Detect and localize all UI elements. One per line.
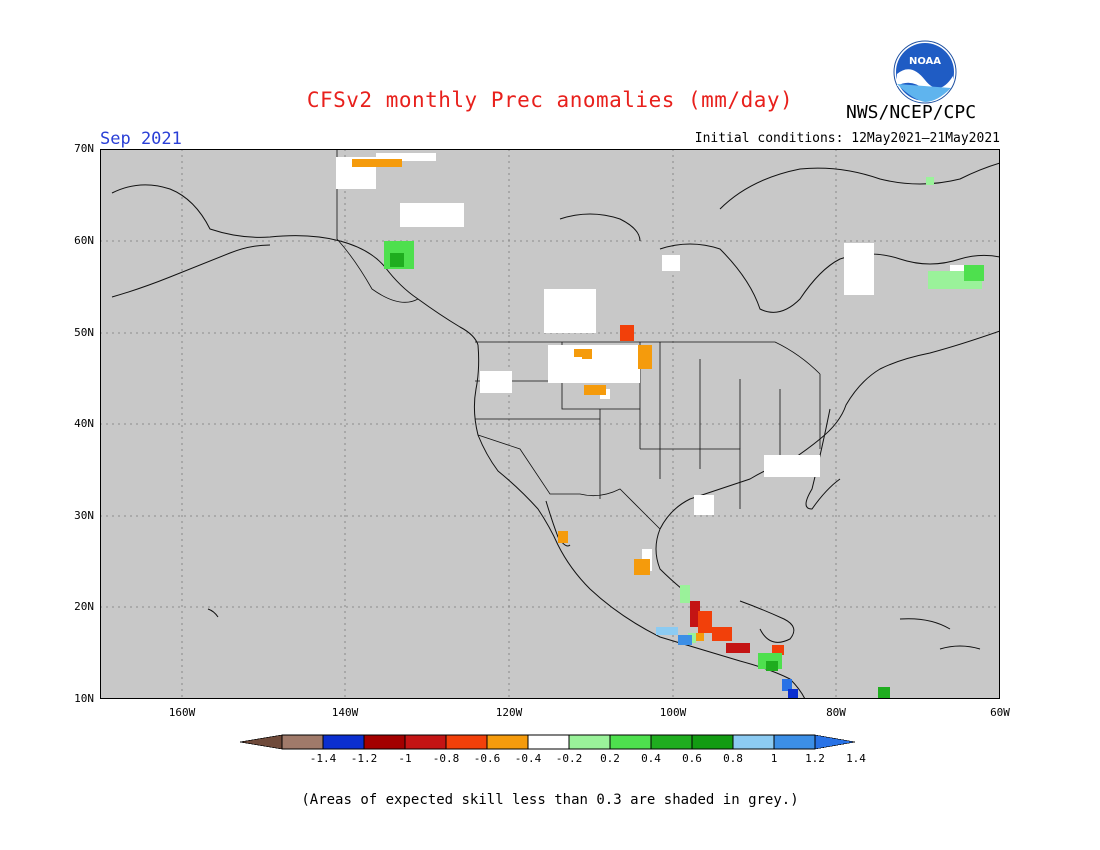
anomaly-cell [878, 687, 890, 699]
colorbar-cell [732, 734, 775, 750]
lon-label: 80W [826, 706, 846, 719]
anomaly-cell [656, 627, 678, 635]
initial-conditions: Initial conditions: 12May2021–21May2021 [694, 131, 1000, 146]
map-title: CFSv2 monthly Prec anomalies (mm/day) [306, 88, 794, 112]
colorbar-cell [445, 734, 488, 750]
anomaly-cell [620, 325, 634, 341]
colorbar-tick-label: 1.4 [846, 752, 866, 765]
anomaly-cell [678, 635, 692, 645]
forecast-month: Sep 2021 [100, 129, 182, 149]
colorbar-cell [773, 734, 816, 750]
lat-label: 60N [74, 234, 94, 247]
anomaly-cell [964, 265, 984, 281]
colorbar-cell [527, 734, 570, 750]
anomaly-cell [638, 345, 652, 369]
anomaly-cells [336, 153, 984, 699]
colorbar-tick-label: 0.2 [600, 752, 620, 765]
colorbar-tick-label: 0.8 [723, 752, 743, 765]
anomaly-cell [352, 159, 402, 167]
anomaly-cell [766, 661, 778, 671]
anomaly-cell [574, 349, 590, 357]
colorbar-tick-label: 1 [770, 752, 778, 765]
anomaly-cell [544, 289, 596, 333]
anomaly-cell [400, 203, 464, 227]
logo-text: NOAA [909, 56, 941, 67]
anomaly-cell [376, 153, 436, 161]
lat-label: 10N [74, 692, 94, 705]
anomaly-cell [764, 455, 820, 477]
anomaly-cell [712, 627, 732, 641]
anomaly-cell [480, 371, 512, 393]
colorbar-tick-label: -1.4 [309, 752, 337, 765]
anomaly-cell [844, 243, 874, 295]
anomaly-cell [926, 177, 934, 185]
colorbar-arrow-left [239, 734, 283, 750]
colorbar-cell [691, 734, 734, 750]
noaa-logo: NOAA [893, 40, 957, 104]
anomaly-cell [694, 495, 714, 515]
colorbar-tick-label: -0.4 [514, 752, 542, 765]
lon-label: 120W [495, 706, 523, 719]
anomaly-cell [698, 611, 712, 633]
anomaly-cell [788, 689, 798, 699]
colorbar-cell [650, 734, 693, 750]
graticule [100, 149, 1000, 699]
anomaly-cell [690, 601, 700, 627]
lon-label: 140W [331, 706, 359, 719]
anomaly-cell [634, 559, 650, 575]
colorbar-tick-label: -0.2 [555, 752, 583, 765]
lat-label: 50N [74, 326, 94, 339]
lon-label: 60W [990, 706, 1010, 719]
lat-label: 40N [74, 417, 94, 430]
lat-label: 20N [74, 600, 94, 613]
colorbar-cell [404, 734, 447, 750]
colorbar-tick-label: -1 [398, 752, 412, 765]
lon-label: 100W [659, 706, 687, 719]
colorbar-tick-label: 0.6 [682, 752, 702, 765]
colorbar-cell [486, 734, 529, 750]
anomaly-cell [548, 345, 640, 383]
anomaly-cell [782, 679, 792, 691]
skill-note: (Areas of expected skill less than 0.3 a… [301, 792, 799, 808]
precip-anomaly-map [100, 149, 1000, 699]
anomaly-cell [726, 643, 750, 653]
anomaly-cell [558, 531, 568, 543]
borders [336, 149, 821, 530]
colorbar-tick-label: -0.8 [432, 752, 460, 765]
colorbar-arrow-right [814, 734, 856, 750]
colorbar-cell [281, 734, 324, 750]
anomaly-cell [772, 645, 784, 655]
lat-label: 30N [74, 509, 94, 522]
colorbar-cell [322, 734, 365, 750]
lat-label: 70N [74, 142, 94, 155]
colorbar-cell [363, 734, 406, 750]
agency-label: NWS/NCEP/CPC [846, 102, 977, 123]
colorbar [239, 734, 856, 750]
colorbar-cell [609, 734, 652, 750]
anomaly-cell [390, 253, 404, 267]
lon-label: 160W [168, 706, 196, 719]
anomaly-cell [694, 633, 704, 641]
anomaly-cell [662, 255, 680, 271]
colorbar-tick-label: 1.2 [805, 752, 825, 765]
anomaly-cell [584, 385, 606, 395]
colorbar-cell [568, 734, 611, 750]
anomaly-cell [680, 585, 690, 603]
colorbar-tick-label: -1.2 [350, 752, 378, 765]
colorbar-tick-label: 0.4 [641, 752, 661, 765]
colorbar-tick-label: -0.6 [473, 752, 501, 765]
